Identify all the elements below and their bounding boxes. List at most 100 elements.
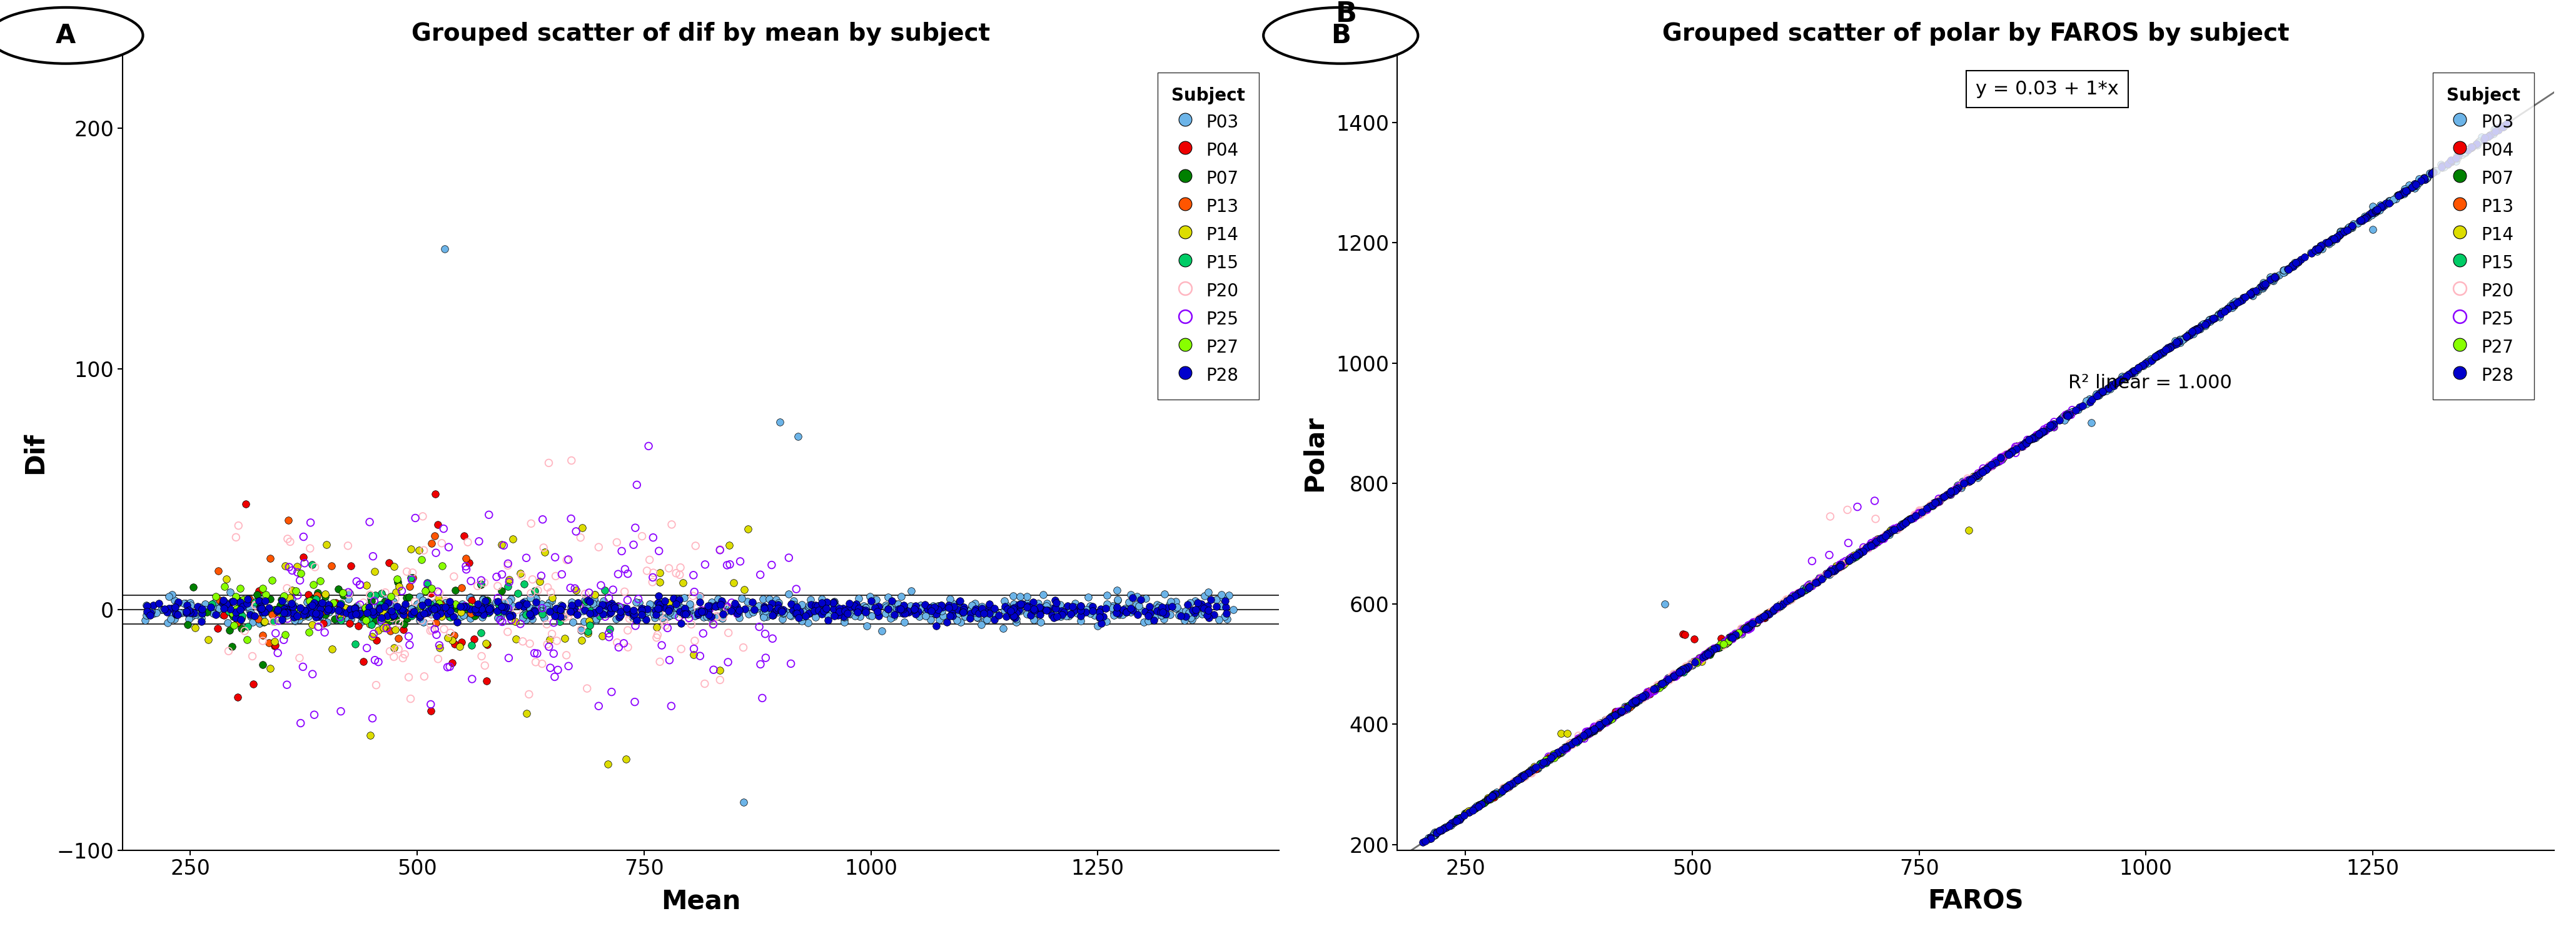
P03 bbox=[2313, 231, 2354, 246]
P20 bbox=[412, 622, 453, 637]
P03 bbox=[446, 603, 487, 618]
P28 bbox=[2032, 418, 2074, 433]
P15 bbox=[1543, 743, 1584, 758]
P28 bbox=[2141, 345, 2182, 360]
P28 bbox=[428, 606, 469, 621]
P14 bbox=[1777, 586, 1819, 601]
P03 bbox=[551, 595, 592, 610]
P15 bbox=[1767, 592, 1808, 607]
P14 bbox=[562, 520, 603, 535]
P03 bbox=[2159, 332, 2200, 347]
P03 bbox=[2048, 405, 2089, 420]
P20 bbox=[1942, 476, 1984, 491]
P25 bbox=[1754, 601, 1795, 616]
P04 bbox=[410, 586, 451, 601]
P03 bbox=[1510, 763, 1551, 778]
P03 bbox=[2434, 153, 2476, 168]
P25 bbox=[2025, 422, 2066, 437]
P28 bbox=[2486, 116, 2527, 131]
P03 bbox=[2020, 426, 2061, 441]
P28 bbox=[2306, 235, 2347, 250]
P28 bbox=[2030, 417, 2071, 432]
P28 bbox=[909, 601, 951, 616]
P03 bbox=[1700, 638, 1741, 653]
P03 bbox=[1808, 565, 1850, 580]
P28 bbox=[1177, 595, 1218, 610]
P20 bbox=[1489, 780, 1530, 795]
P28 bbox=[2470, 127, 2512, 142]
P03 bbox=[410, 607, 451, 622]
P28 bbox=[1909, 499, 1950, 514]
P28 bbox=[2421, 160, 2463, 175]
P28 bbox=[634, 603, 675, 618]
P28 bbox=[587, 599, 629, 614]
P28 bbox=[1795, 575, 1837, 590]
P28 bbox=[1777, 587, 1819, 602]
P15 bbox=[1525, 755, 1566, 770]
P03 bbox=[706, 598, 747, 613]
P15 bbox=[1499, 771, 1540, 786]
P13 bbox=[459, 601, 500, 616]
P04 bbox=[1571, 724, 1613, 739]
P20 bbox=[631, 575, 672, 590]
P28 bbox=[1105, 605, 1146, 620]
P03 bbox=[1654, 669, 1695, 684]
P28 bbox=[1458, 798, 1499, 813]
P03 bbox=[2251, 272, 2293, 287]
P25 bbox=[2032, 419, 2074, 434]
P28 bbox=[1012, 595, 1054, 610]
P14 bbox=[2004, 436, 2045, 451]
P28 bbox=[1762, 596, 1803, 611]
P28 bbox=[894, 607, 935, 622]
P20 bbox=[410, 607, 451, 622]
P07 bbox=[1538, 745, 1579, 760]
P28 bbox=[969, 606, 1010, 621]
P20 bbox=[526, 617, 567, 632]
P03 bbox=[1919, 493, 1960, 508]
P28 bbox=[1965, 461, 2007, 476]
P03 bbox=[2043, 409, 2084, 424]
P28 bbox=[2452, 139, 2494, 154]
P28 bbox=[657, 596, 698, 611]
P03 bbox=[1942, 476, 1984, 491]
P07 bbox=[435, 602, 477, 617]
P28 bbox=[260, 593, 301, 608]
P28 bbox=[1633, 681, 1674, 696]
P28 bbox=[858, 599, 899, 614]
P03 bbox=[1587, 713, 1628, 728]
P14 bbox=[1785, 582, 1826, 597]
P20 bbox=[379, 642, 420, 657]
P07 bbox=[1613, 695, 1654, 710]
P03 bbox=[1164, 613, 1206, 628]
P03 bbox=[1213, 602, 1255, 617]
Y-axis label: Polar: Polar bbox=[1301, 416, 1327, 491]
P03 bbox=[1015, 608, 1056, 623]
P28 bbox=[2174, 323, 2215, 338]
P03 bbox=[814, 598, 855, 613]
P28 bbox=[368, 606, 410, 621]
P28 bbox=[1121, 592, 1162, 607]
P28 bbox=[1172, 603, 1213, 618]
P03 bbox=[1023, 587, 1064, 602]
P03 bbox=[2300, 238, 2342, 253]
P28 bbox=[626, 601, 667, 616]
P03 bbox=[953, 606, 994, 621]
P13 bbox=[415, 616, 456, 631]
P15 bbox=[1664, 665, 1705, 680]
P20 bbox=[549, 606, 590, 621]
P25 bbox=[1829, 535, 1870, 550]
P03 bbox=[1999, 440, 2040, 455]
P03 bbox=[1589, 709, 1631, 724]
P03 bbox=[598, 602, 639, 617]
P03 bbox=[1012, 612, 1054, 627]
P03 bbox=[860, 623, 902, 638]
P28 bbox=[2378, 188, 2419, 203]
P07 bbox=[317, 581, 358, 596]
P14 bbox=[312, 641, 353, 656]
P03 bbox=[2202, 304, 2244, 319]
P03 bbox=[170, 595, 211, 610]
P27 bbox=[1525, 752, 1566, 767]
P03 bbox=[1971, 458, 2012, 473]
P28 bbox=[1566, 726, 1607, 741]
P03 bbox=[2427, 157, 2468, 172]
